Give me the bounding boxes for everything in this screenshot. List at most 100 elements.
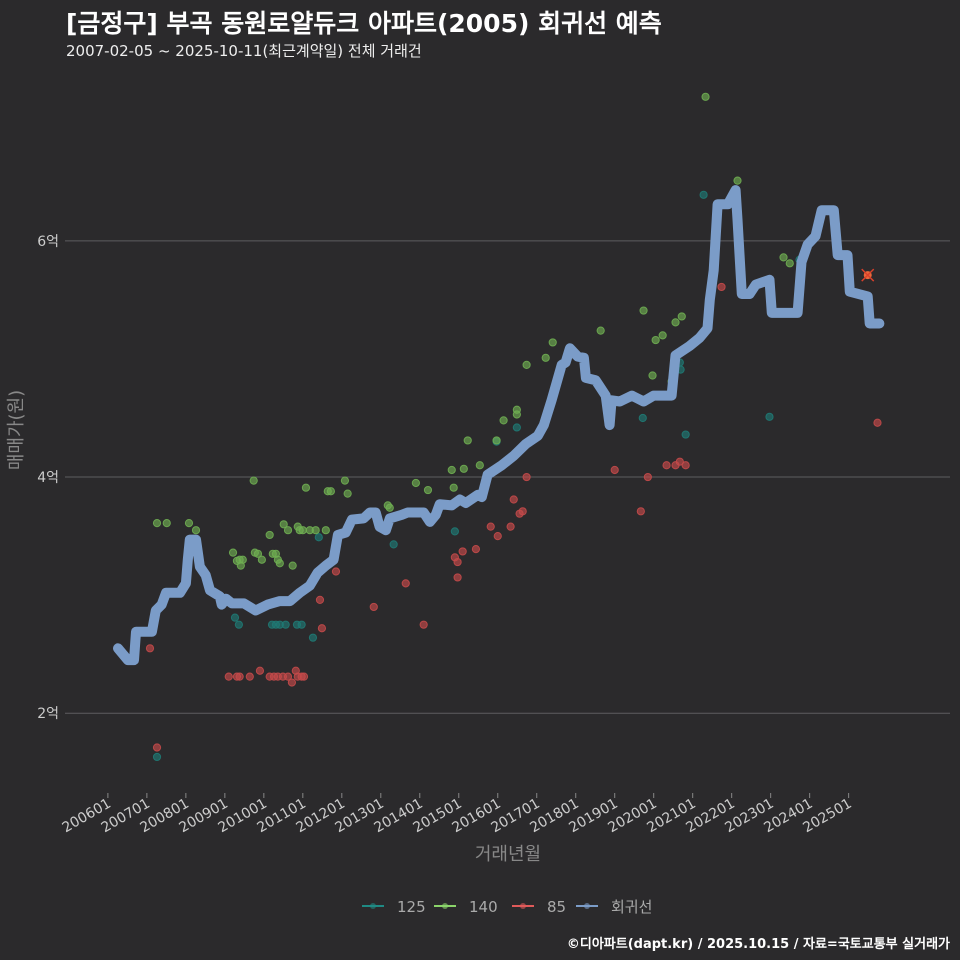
page-subtitle: 2007-02-05 ~ 2025-10-11(최근계약일) 전체 거래건: [66, 42, 422, 60]
data-point-125: [152, 752, 162, 762]
data-point-140: [311, 526, 320, 535]
data-point-140: [459, 464, 468, 473]
y-tick-label: 6억: [37, 234, 59, 250]
data-point-140: [283, 526, 293, 535]
data-point-85: [471, 544, 481, 554]
data-point-125: [230, 613, 240, 622]
data-point-140: [447, 465, 456, 475]
data-point-125: [297, 620, 306, 629]
data-point-85: [224, 672, 233, 681]
data-point-85: [369, 602, 378, 612]
data-point-85: [331, 567, 341, 576]
x-axis-label: 거래년월: [475, 844, 541, 865]
data-point-125: [450, 527, 459, 536]
data-point-140: [152, 519, 162, 528]
data-point-85: [419, 620, 428, 629]
data-point-85: [299, 672, 309, 681]
data-point-140: [499, 416, 508, 425]
data-point-140: [184, 519, 194, 528]
legend: 125 140 85 회귀선: [362, 898, 652, 916]
data-point-140: [288, 561, 297, 570]
legend-label: 85: [547, 898, 566, 916]
data-point-140: [253, 549, 263, 558]
data-point-125: [512, 423, 521, 432]
regression-line: [113, 185, 885, 666]
data-point-140: [475, 461, 484, 470]
data-point-85: [643, 472, 652, 482]
data-point-140: [279, 520, 288, 529]
y-tick-label: 2억: [37, 706, 59, 722]
data-point-140: [326, 487, 335, 496]
data-point-140: [785, 259, 794, 268]
data-point-140: [596, 326, 605, 335]
legend-label: 회귀선: [611, 898, 652, 916]
data-point-85: [610, 465, 619, 475]
data-point-140: [548, 338, 557, 347]
data-point-140: [492, 436, 501, 445]
data-point-85: [317, 624, 327, 633]
data-point-140: [512, 410, 521, 419]
data-point-125: [389, 540, 398, 549]
data-point-140: [522, 360, 531, 369]
data-point-85: [486, 522, 495, 531]
data-point-140: [658, 331, 667, 340]
data-point-140: [671, 318, 680, 327]
data-point-140: [541, 353, 550, 362]
data-point-85: [315, 595, 325, 604]
legend-dot-85: [520, 903, 526, 909]
data-point-140: [677, 312, 686, 321]
source-caption: ©디아파트(dapt.kr) / 2025.10.15 / 자료=국토교통부 실…: [566, 937, 950, 952]
data-point-140: [340, 476, 350, 485]
data-point-85: [509, 495, 518, 504]
legend-dot-회귀선: [584, 903, 590, 909]
data-point-85: [401, 579, 410, 588]
data-point-140: [411, 478, 420, 488]
legend-dot-125: [370, 903, 376, 909]
data-point-125: [234, 620, 243, 629]
data-point-140: [257, 555, 266, 564]
legend-dot-140: [442, 903, 448, 909]
data-point-85: [636, 507, 645, 516]
legend-label: 125: [397, 898, 426, 916]
data-point-85: [681, 461, 690, 470]
data-point-140: [423, 485, 433, 495]
data-point-140: [343, 489, 352, 498]
data-point-140: [449, 483, 458, 492]
data-point-85: [152, 743, 162, 752]
data-point-85: [255, 666, 265, 675]
data-point-140: [779, 253, 788, 262]
data-point-125: [638, 413, 647, 423]
data-point-85: [287, 678, 297, 687]
data-point-85: [453, 557, 462, 567]
data-point-85: [283, 672, 293, 681]
data-point-140: [301, 483, 311, 492]
y-tick-label: 4억: [37, 470, 59, 486]
data-point-140: [321, 526, 330, 535]
data-point-85: [245, 672, 254, 681]
data-point-140: [463, 436, 472, 445]
data-point-140: [648, 371, 657, 380]
data-point-125: [314, 533, 323, 542]
data-point-85: [145, 644, 155, 653]
data-point-140: [298, 526, 307, 535]
data-point-140: [651, 335, 660, 345]
data-point-85: [493, 532, 502, 541]
data-point-85: [717, 282, 726, 292]
data-point-140: [249, 476, 258, 485]
data-point-140: [265, 530, 274, 540]
data-point-140: [236, 561, 245, 570]
data-point-85: [458, 547, 467, 556]
legend-label: 140: [469, 898, 498, 916]
data-point-125: [681, 430, 690, 439]
data-point-140: [385, 503, 394, 512]
data-point-125: [281, 620, 290, 629]
data-point-140: [639, 306, 648, 315]
data-point-125: [308, 633, 318, 642]
data-point-85: [518, 507, 527, 516]
data-point-140: [162, 519, 171, 528]
data-point-85: [506, 522, 515, 531]
data-point-140: [733, 176, 742, 185]
page-title: [금정구] 부곡 동원로얄듀크 아파트(2005) 회귀선 예측: [66, 9, 662, 38]
data-point-125: [699, 190, 708, 199]
